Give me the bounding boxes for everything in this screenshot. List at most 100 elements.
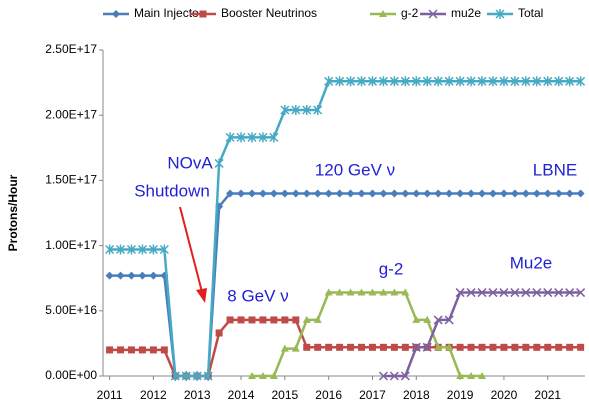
point [478, 372, 487, 379]
point [576, 288, 586, 298]
point [543, 189, 552, 198]
point [215, 329, 223, 337]
point [433, 315, 443, 325]
point [336, 343, 344, 351]
annotation: 120 GeV ν [315, 160, 395, 179]
point [291, 344, 300, 352]
point [445, 189, 454, 198]
point [500, 343, 508, 351]
point [378, 76, 388, 87]
point [302, 104, 312, 115]
point [116, 271, 125, 280]
point [117, 346, 125, 354]
x-tick-label: 2018 [403, 388, 430, 402]
point [488, 288, 498, 298]
point [346, 288, 355, 296]
annotation: Mu2e [510, 253, 553, 272]
point [467, 189, 476, 198]
point [554, 189, 563, 198]
point [532, 76, 542, 87]
point [456, 372, 465, 379]
point [411, 76, 421, 87]
point [203, 371, 213, 381]
legend-marker [112, 10, 120, 18]
x-tick-label: 2012 [140, 388, 167, 402]
point [105, 271, 114, 280]
point [434, 343, 443, 351]
point [445, 343, 454, 351]
point [357, 288, 366, 296]
arrow-head [196, 288, 207, 303]
point [477, 76, 487, 87]
point [467, 343, 475, 351]
point [335, 288, 344, 296]
series-line [109, 80, 581, 378]
point [456, 189, 465, 198]
point [478, 189, 487, 198]
point [390, 343, 398, 351]
point [258, 372, 267, 379]
point [324, 76, 334, 87]
arrow [179, 206, 203, 293]
point [291, 104, 301, 115]
point [543, 76, 553, 87]
point [226, 189, 235, 198]
annotation: Shutdown [134, 181, 210, 200]
point [258, 132, 268, 143]
point [521, 189, 530, 198]
point [532, 288, 542, 298]
point [423, 189, 432, 198]
annotation: NOvA [167, 153, 213, 172]
point [269, 372, 278, 379]
point [324, 189, 333, 198]
y-tick-label: 1.00E+17 [45, 238, 97, 252]
point [324, 288, 333, 296]
point [214, 158, 224, 169]
point [510, 189, 519, 198]
point [532, 189, 541, 198]
point [554, 76, 564, 87]
point [138, 346, 146, 354]
point [247, 189, 256, 198]
point [192, 371, 202, 381]
point [401, 288, 410, 296]
point [237, 316, 245, 324]
point [466, 288, 476, 298]
x-tick-label: 2013 [184, 388, 211, 402]
point [357, 189, 366, 198]
point [411, 342, 421, 352]
legend-label: Total [518, 6, 543, 20]
point [313, 189, 322, 198]
point [303, 343, 311, 351]
point [390, 288, 399, 296]
point [115, 244, 126, 255]
series-line [251, 291, 483, 378]
point [412, 315, 421, 323]
point [521, 76, 531, 87]
point [433, 76, 443, 87]
point [368, 189, 377, 198]
y-tick-label: 2.00E+17 [45, 107, 97, 121]
x-tick-label: 2021 [534, 388, 561, 402]
point [510, 288, 520, 298]
y-tick-label: 1.50E+17 [45, 173, 97, 187]
point [313, 315, 322, 323]
point [499, 288, 509, 298]
point [444, 76, 454, 87]
point [127, 346, 135, 354]
point [489, 343, 497, 351]
point [577, 343, 585, 351]
point [270, 316, 278, 324]
point [160, 346, 168, 354]
point [389, 371, 399, 381]
x-tick-label: 2011 [97, 388, 123, 402]
point [247, 132, 257, 143]
point [565, 76, 575, 87]
point [281, 316, 289, 324]
y-axis-label: Protons/Hour [6, 174, 20, 251]
point [280, 104, 290, 115]
point [511, 343, 519, 351]
point [302, 189, 311, 198]
annotation: LBNE [533, 160, 577, 179]
point [105, 244, 115, 255]
